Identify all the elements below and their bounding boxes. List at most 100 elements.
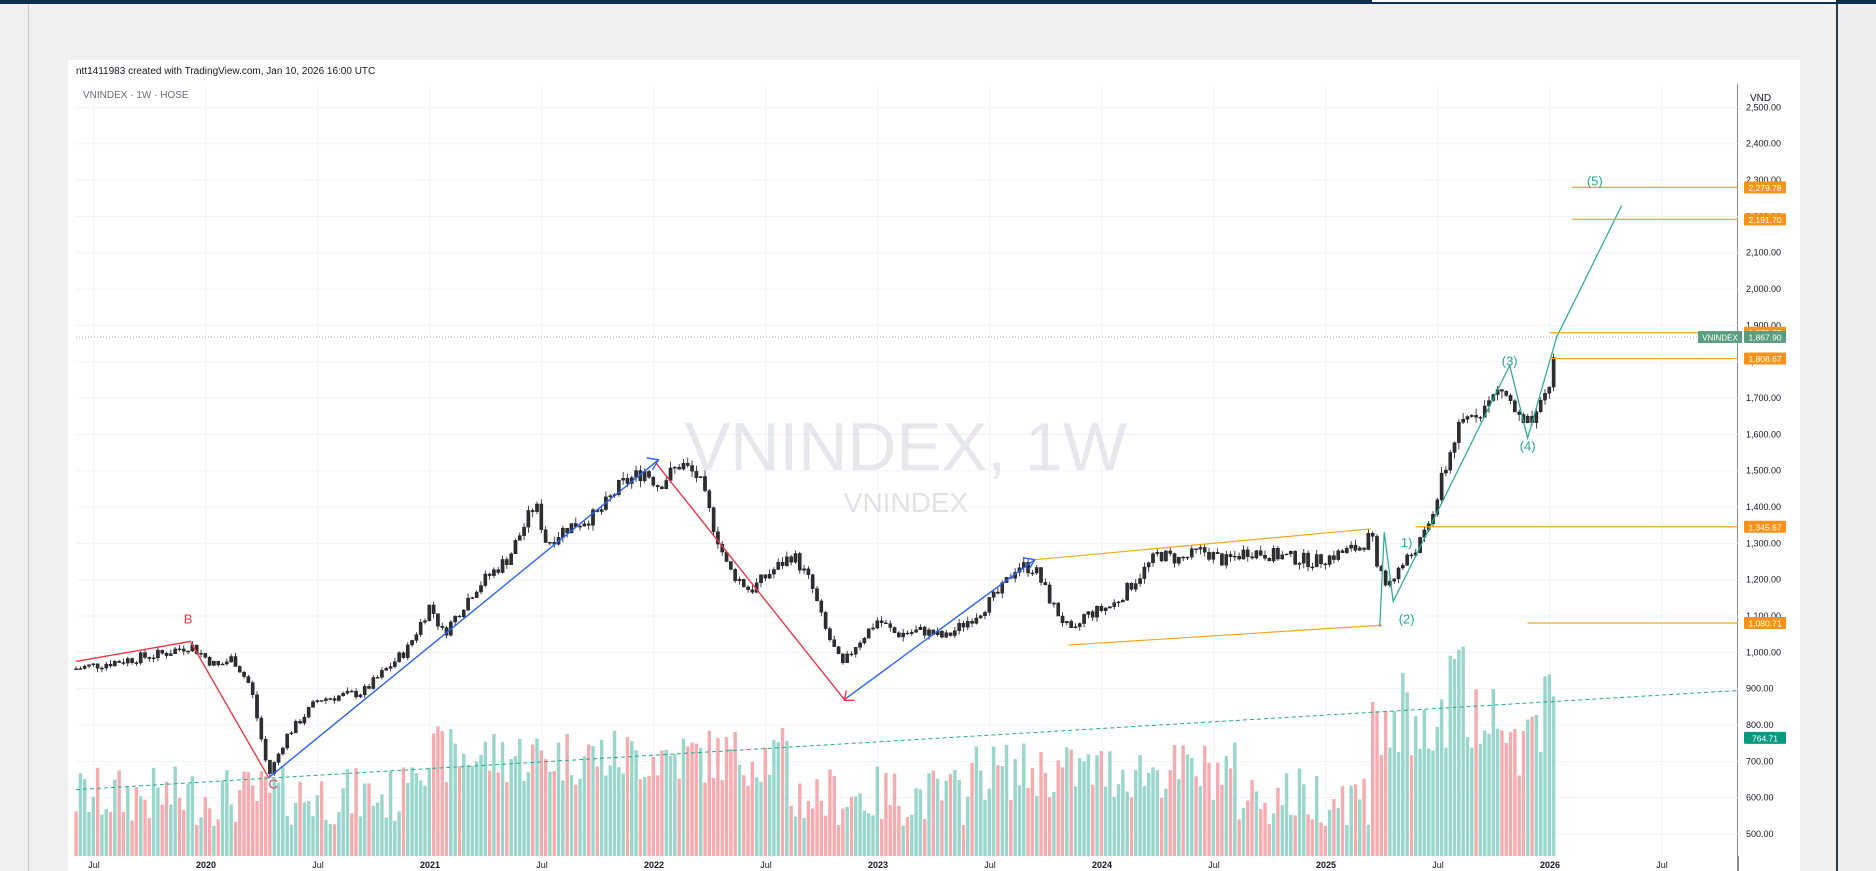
volume-bar — [910, 814, 914, 856]
volume-bar — [569, 775, 574, 856]
candle-body — [328, 698, 333, 700]
volume-bar — [522, 780, 526, 856]
candle-body — [375, 677, 380, 679]
volume-bar — [289, 824, 294, 856]
candle-body — [87, 664, 91, 667]
candle-body — [1332, 555, 1336, 560]
candle-body — [1375, 536, 1379, 567]
volume-bar — [1004, 744, 1009, 856]
candle-body — [1030, 572, 1035, 575]
volume-bar — [350, 813, 354, 856]
volume-bar — [1414, 716, 1418, 856]
volume-bar — [337, 812, 341, 856]
volume-bar — [892, 773, 897, 856]
candle-body — [479, 585, 483, 593]
volume-bar — [1297, 768, 1302, 856]
candle-body — [1401, 564, 1405, 569]
volume-bar — [457, 766, 462, 856]
volume-bar — [888, 805, 892, 856]
volume-bar — [940, 800, 944, 856]
candle-body — [1314, 554, 1319, 568]
volume-bar — [1345, 824, 1349, 856]
candle-body — [767, 573, 772, 579]
volume-bar — [1164, 788, 1168, 856]
candle-body — [509, 553, 513, 565]
chart-credit: ntt1411983 created with TradingView.com,… — [76, 66, 376, 77]
candle-body — [1099, 606, 1104, 611]
volume-bar — [1202, 745, 1207, 856]
candle-body — [298, 721, 302, 724]
x-tick-label: Jul — [1656, 860, 1668, 870]
volume-bar — [961, 825, 966, 856]
volume-bar — [978, 770, 983, 856]
candle-body — [845, 653, 849, 663]
volume-bar — [1151, 767, 1155, 856]
volume-bar — [1146, 772, 1151, 856]
volume-bar — [151, 767, 156, 856]
candle-body — [212, 660, 216, 666]
volume-bar — [991, 746, 996, 856]
candle-body — [160, 649, 165, 654]
candle-body — [922, 626, 927, 636]
price-tag-name — [1698, 331, 1742, 344]
candle-body — [996, 591, 1000, 594]
candle-body — [703, 476, 707, 491]
volume-bar — [117, 770, 121, 856]
candle-body — [586, 523, 591, 526]
candle-body — [526, 510, 531, 528]
volume-bar — [121, 811, 126, 856]
volume-bar — [711, 777, 716, 856]
candle-body — [1250, 556, 1254, 559]
candle-body — [220, 663, 225, 666]
candle-body — [582, 523, 587, 527]
volume-bar — [1336, 807, 1340, 856]
volume-bar — [866, 813, 871, 856]
volume-bar — [1310, 819, 1315, 856]
candle-body — [1396, 567, 1401, 580]
candle-body — [104, 663, 109, 669]
candle-body — [1258, 550, 1263, 556]
candle-body — [169, 653, 173, 656]
volume-bar — [1052, 791, 1056, 856]
volume-bar — [586, 744, 591, 856]
candle-body — [1297, 563, 1302, 565]
candle-body — [500, 559, 505, 573]
candle-body — [897, 632, 901, 638]
candle-body — [655, 485, 660, 488]
volume-bar — [1547, 674, 1552, 856]
volume-bar — [388, 770, 393, 856]
volume-bar — [169, 804, 173, 856]
volume-bar — [173, 766, 177, 856]
candle-body — [961, 622, 966, 628]
volume-bar — [681, 738, 686, 856]
volume-bar — [617, 767, 621, 856]
volume-bar — [1314, 775, 1319, 856]
candle-body — [203, 653, 208, 658]
candle-body — [1478, 416, 1483, 419]
candle-body — [436, 613, 440, 627]
volume-bar — [720, 780, 724, 856]
volume-bar — [854, 796, 858, 856]
candle-body — [324, 698, 328, 701]
volume-bar — [225, 770, 229, 856]
volume-bar — [216, 819, 220, 856]
volume-bar — [393, 820, 397, 856]
candle-body — [1146, 562, 1151, 568]
candle-body — [1034, 567, 1039, 574]
candle-body — [384, 668, 389, 671]
y-tick-label: 2,100.00 — [1746, 248, 1781, 258]
volume-bar — [1034, 795, 1039, 856]
candle-body — [177, 648, 182, 651]
candle-body — [841, 653, 845, 663]
y-tick-label: 2,500.00 — [1746, 102, 1781, 112]
arrow-head — [646, 457, 660, 471]
candle-body — [1155, 552, 1160, 555]
candle-body — [138, 652, 143, 664]
volume-bar — [785, 740, 789, 856]
candle-body — [772, 569, 776, 575]
candle-body — [793, 553, 798, 563]
candle-body — [810, 574, 815, 589]
volume-bar — [91, 796, 96, 856]
candle-body — [940, 630, 944, 638]
